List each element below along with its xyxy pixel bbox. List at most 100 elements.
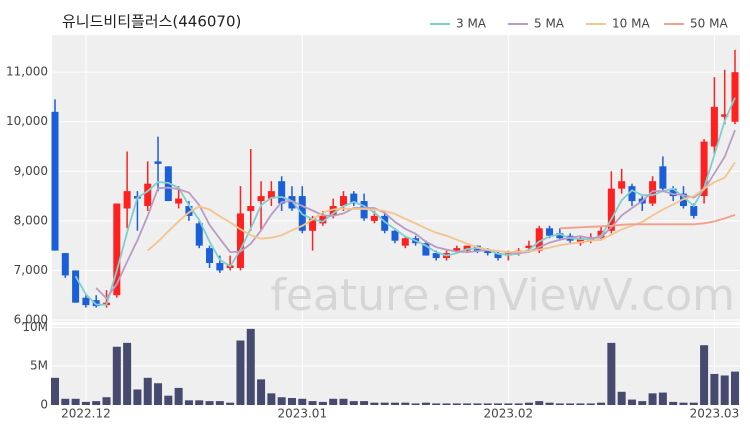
candle-body — [401, 238, 409, 246]
volume-bar — [215, 401, 224, 405]
candle-body — [618, 181, 626, 189]
candle-body — [669, 188, 677, 197]
candle-body — [494, 253, 502, 259]
volume-bar — [442, 403, 451, 405]
volume-bar — [700, 345, 709, 405]
volume-bar — [267, 393, 276, 405]
candle-body — [453, 248, 461, 251]
volume-bar — [627, 399, 636, 405]
volume-bar — [421, 402, 430, 405]
x-tick-label: 2022.12 — [61, 407, 111, 421]
y-tick-label: 8,000 — [14, 213, 48, 227]
volume-bar — [133, 389, 142, 405]
candle-body — [185, 206, 193, 216]
volume-bar — [360, 401, 369, 405]
candle-body — [72, 270, 80, 303]
candle-body — [432, 253, 440, 259]
y-tick-label: 6,000 — [14, 313, 48, 327]
volume-bar — [318, 401, 327, 405]
candle-body — [278, 181, 286, 204]
volume-bar — [102, 397, 111, 405]
candle-body — [123, 191, 131, 209]
volume-bar — [380, 402, 389, 405]
volume-bar — [184, 400, 193, 405]
candle-body — [206, 248, 214, 263]
candle-body — [690, 206, 698, 216]
candle-body — [51, 111, 59, 251]
volume-bar — [669, 401, 678, 405]
y-tick-label: 10,000 — [6, 114, 48, 128]
candle-body — [659, 166, 667, 189]
volume-tick-label: 5M — [30, 359, 48, 373]
candle-body — [61, 253, 69, 276]
y-tick-label: 7,000 — [14, 263, 48, 277]
candle-body — [525, 245, 533, 249]
volume-bar — [226, 402, 235, 405]
legend-label: 10 MA — [612, 17, 650, 31]
volume-bar — [607, 342, 616, 405]
candle-body — [216, 263, 224, 271]
candle-body — [329, 206, 337, 216]
volume-bar — [576, 403, 585, 405]
legend-label: 5 MA — [534, 17, 565, 31]
candle-body — [113, 203, 121, 296]
volume-bar — [287, 398, 296, 405]
volume-bar — [236, 340, 245, 405]
volume-bar — [463, 403, 472, 405]
volume-bar — [545, 402, 554, 405]
volume-bar — [514, 403, 523, 405]
candle-body — [381, 215, 389, 231]
volume-bar — [298, 398, 307, 405]
candle-body — [144, 183, 152, 206]
candle-body — [484, 250, 492, 254]
volume-bar — [81, 401, 90, 405]
candle-body — [154, 161, 162, 164]
volume-bar — [61, 398, 70, 405]
ma-line — [95, 129, 736, 300]
x-tick-label: 2023.01 — [277, 407, 327, 421]
candle-body — [607, 188, 615, 231]
legend-label: 3 MA — [456, 17, 487, 31]
candle-body — [236, 213, 244, 268]
volume-bar — [339, 398, 348, 405]
candle-body — [556, 233, 564, 239]
volume-bar — [720, 375, 729, 405]
volume-bar — [112, 346, 121, 405]
volume-bar — [401, 402, 410, 405]
candle-body — [267, 191, 275, 199]
volume-panel — [52, 325, 740, 405]
x-tick-label: 2023.02 — [484, 407, 534, 421]
candle-body — [309, 218, 317, 231]
x-tick-label: 2023.03 — [690, 407, 740, 421]
volume-bar — [71, 398, 80, 405]
volume-bar — [504, 403, 513, 405]
watermark: feature.enViewV.com — [270, 270, 735, 321]
candle-body — [628, 186, 636, 202]
legend-label: 50 MA — [690, 17, 728, 31]
volume-bar — [535, 401, 544, 405]
y-tick-label: 9,000 — [14, 164, 48, 178]
candle-body — [710, 106, 718, 147]
candle-body — [339, 196, 347, 206]
candle-body — [350, 193, 358, 204]
volume-bar — [205, 401, 214, 405]
volume-bar — [174, 387, 183, 405]
volume-bar — [658, 392, 667, 405]
volume-bar — [689, 402, 698, 405]
candle-body — [92, 300, 100, 307]
volume-bar — [308, 401, 317, 405]
candle-body — [546, 228, 554, 236]
volume-bar — [257, 379, 266, 405]
volume-bar — [370, 402, 379, 405]
candle-body — [319, 215, 327, 224]
volume-bar — [638, 401, 647, 405]
legend: 3 MA 5 MA 10 MA 50 MA — [430, 17, 728, 31]
volume-bar — [648, 393, 657, 405]
volume-bar — [246, 328, 255, 405]
volume-tick-label: 10M — [22, 320, 48, 334]
candle-body — [195, 223, 203, 246]
candle-body — [700, 141, 708, 197]
volume-bar — [566, 403, 575, 405]
chart-title: 유니드비티플러스(446070) — [62, 13, 241, 31]
